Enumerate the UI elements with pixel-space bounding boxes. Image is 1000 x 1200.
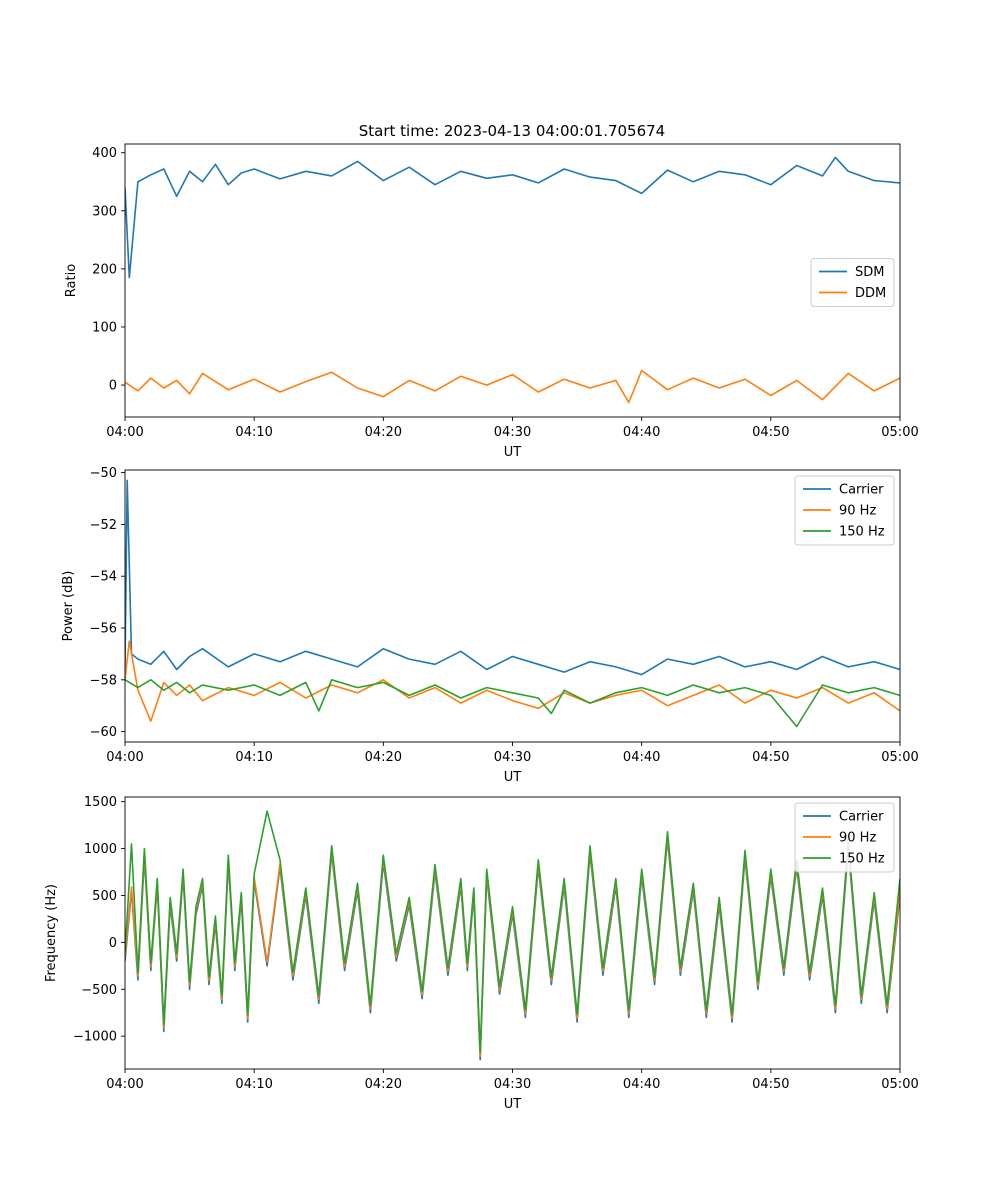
series-line-150-hz <box>125 810 900 1053</box>
x-tick-label: 04:10 <box>235 750 272 765</box>
legend-box <box>810 258 895 307</box>
y-axis-label: Ratio <box>64 264 79 297</box>
legend-entry: DDM <box>855 286 886 301</box>
legend-entry: 150 Hz <box>839 852 885 867</box>
x-tick-label: 04:50 <box>752 425 789 440</box>
x-tick-label: 04:40 <box>623 1077 660 1092</box>
figure-title: Start time: 2023-04-13 04:00:01.705674 <box>359 122 665 140</box>
y-tick-label: −1000 <box>73 1030 117 1045</box>
legend-entry: 90 Hz <box>839 504 876 519</box>
series-line-ddm <box>125 369 900 404</box>
x-tick-label: 04:20 <box>365 1077 402 1092</box>
y-axis-label: Power (dB) <box>61 571 76 642</box>
x-tick-label: 05:00 <box>881 750 918 765</box>
x-tick-label: 04:00 <box>106 1077 143 1092</box>
x-tick-label: 04:50 <box>752 1077 789 1092</box>
legend-box <box>794 802 895 873</box>
panels: 04:00 04:10 04:20 04:30 04:40 04:50 05:00 0 100 2… <box>44 143 919 1112</box>
x-tick-label: 04:10 <box>235 1077 272 1092</box>
y-tick-label: 200 <box>92 262 117 277</box>
x-tick-label: 04:20 <box>365 425 402 440</box>
y-tick-label: −54 <box>90 570 117 585</box>
x-axis-label: UT <box>504 445 522 460</box>
x-tick-label: 04:20 <box>365 750 402 765</box>
x-tick-label: 04:30 <box>494 1077 531 1092</box>
legend-box <box>794 475 895 546</box>
legend: SDM DDM <box>810 258 895 307</box>
legend: Carrier 90 Hz 150 Hz <box>794 802 895 873</box>
x-tick-label: 04:30 <box>494 425 531 440</box>
x-axis-label: UT <box>504 1097 522 1112</box>
y-axis-label: Frequency (Hz) <box>44 884 59 982</box>
x-tick-label: 04:00 <box>106 750 143 765</box>
y-tick-label: −500 <box>81 983 117 998</box>
panel-2: 04:00 04:10 04:20 04:30 04:40 04:50 05:00 −60 −5… <box>61 466 919 785</box>
y-tick-label: 400 <box>92 146 117 161</box>
x-axis-label: UT <box>504 770 522 785</box>
legend-entry: 150 Hz <box>839 525 885 540</box>
y-tick-label: 1000 <box>84 842 117 857</box>
x-tick-label: 04:10 <box>235 425 272 440</box>
legend-entry: SDM <box>855 265 884 280</box>
series-line-150-hz <box>125 678 900 728</box>
x-tick-label: 05:00 <box>881 425 918 440</box>
legend-entry: 90 Hz <box>839 831 876 846</box>
y-tick-label: −52 <box>90 518 117 533</box>
x-tick-label: 04:50 <box>752 750 789 765</box>
series-line-carrier <box>125 479 900 676</box>
y-tick-label: −58 <box>90 673 117 688</box>
x-tick-label: 05:00 <box>881 1077 918 1092</box>
legend-entry: Carrier <box>839 483 884 498</box>
y-tick-label: −56 <box>90 622 117 637</box>
y-tick-label: 300 <box>92 204 117 219</box>
y-tick-label: 500 <box>92 889 117 904</box>
y-tick-label: −50 <box>90 466 117 481</box>
panel-1: 04:00 04:10 04:20 04:30 04:40 04:50 05:00 0 100 2… <box>64 143 919 460</box>
y-tick-label: −60 <box>90 725 117 740</box>
series-line-sdm <box>125 156 900 279</box>
legend-entry: Carrier <box>839 810 884 825</box>
x-tick-label: 04:00 <box>106 425 143 440</box>
y-tick-label: 100 <box>92 320 117 335</box>
legend: Carrier 90 Hz 150 Hz <box>794 475 895 546</box>
x-tick-label: 04:40 <box>623 425 660 440</box>
y-tick-label: 0 <box>109 379 117 394</box>
y-tick-label: 0 <box>109 936 117 951</box>
panel-3: 04:00 04:10 04:20 04:30 04:40 04:50 05:00 −1000… <box>44 795 919 1112</box>
x-tick-label: 04:40 <box>623 750 660 765</box>
x-tick-label: 04:30 <box>494 750 531 765</box>
y-tick-label: 1500 <box>84 795 117 810</box>
